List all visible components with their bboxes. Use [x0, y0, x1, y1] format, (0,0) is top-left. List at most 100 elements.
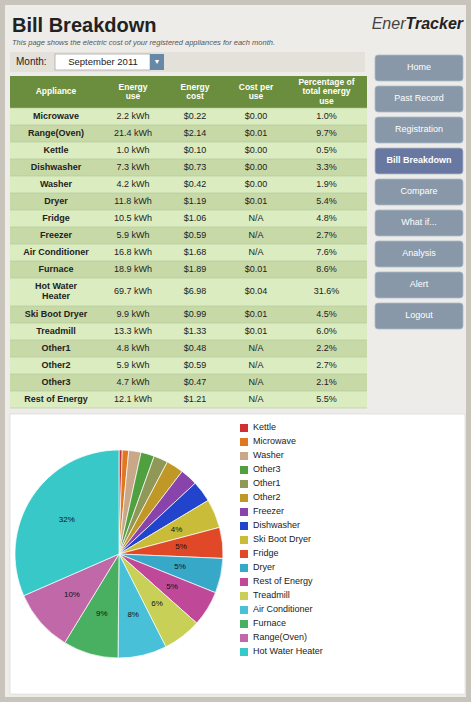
table-cell-line: 9.7% — [316, 128, 337, 138]
table-cell-line: 1.0 kWh — [116, 145, 149, 155]
month-button[interactable] — [150, 54, 164, 70]
legend-swatch — [240, 424, 248, 432]
table-row — [10, 306, 367, 323]
legend-entry: Ski Boot Dryer — [253, 534, 311, 544]
nav-button[interactable] — [375, 303, 463, 329]
table-divider — [10, 374, 367, 375]
legend-entry: Microwave — [253, 436, 296, 446]
table-cell-line: 5.9 kWh — [116, 360, 149, 370]
table-header-label-line: cost — [186, 91, 204, 101]
table-cell: $0.01 — [245, 128, 268, 138]
data-label: 5% — [166, 582, 178, 591]
legend-entry: Range(Oven) — [253, 632, 307, 642]
table-cell-line: Rest of Energy — [24, 394, 88, 404]
table-cell-line: 2.2 kWh — [116, 111, 149, 121]
table-cell: 4.5% — [316, 309, 337, 319]
table-cell-line: 7.6% — [316, 247, 337, 257]
table-row — [10, 244, 367, 261]
nav-button-label[interactable]: Past Record — [394, 93, 444, 103]
table-cell-line: $0.00 — [245, 179, 268, 189]
table-cell: N/A — [248, 213, 263, 223]
table-cell-line: 21.4 kWh — [114, 128, 152, 138]
table-cell-line: $0.04 — [245, 286, 268, 296]
table-divider — [10, 391, 367, 392]
table-cell-line: 31.6% — [314, 286, 340, 296]
page-canvas: Bill BreakdownTrackerEnerThis page shows… — [0, 0, 471, 702]
month-button-icon[interactable]: ▼ — [154, 58, 161, 65]
nav-button-label[interactable]: Home — [407, 62, 431, 72]
title: Bill Breakdown — [12, 14, 156, 36]
table-cell-line: Fridge — [42, 213, 70, 223]
legend-swatch — [240, 592, 248, 600]
table-cell-line: Hot Water — [35, 281, 78, 291]
table-cell-line: 69.7 kWh — [114, 286, 152, 296]
table-cell: Hot WaterHeater — [35, 281, 78, 301]
table-cell-line: 9.9 kWh — [116, 309, 149, 319]
nav-button[interactable] — [375, 179, 463, 205]
table-cell: 9.9 kWh — [116, 309, 149, 319]
nav-button[interactable] — [375, 148, 463, 174]
table-cell: $0.99 — [184, 309, 207, 319]
table-cell-line: Freezer — [40, 230, 73, 240]
table-cell-line: 3.3% — [316, 162, 337, 172]
legend-swatch — [240, 564, 248, 572]
nav-button-label[interactable]: Compare — [400, 186, 437, 196]
table-divider — [10, 176, 367, 177]
table-divider — [10, 108, 367, 109]
table-cell-line: $6.98 — [184, 286, 207, 296]
nav-button[interactable] — [375, 210, 463, 236]
nav-button-label[interactable]: Alert — [410, 279, 429, 289]
legend-entry: Dishwasher — [253, 520, 300, 530]
table-cell: 6.0% — [316, 326, 337, 336]
nav-button[interactable] — [375, 272, 463, 298]
table-cell: 2.7% — [316, 230, 337, 240]
table-cell: 11.8 kWh — [114, 196, 151, 206]
table-cell-line: 4.7 kWh — [116, 377, 149, 387]
table-cell: $1.21 — [184, 394, 207, 404]
table-cell: Range(Oven) — [28, 128, 84, 138]
nav-button-label[interactable]: Registration — [395, 124, 443, 134]
table-cell: 7.3 kWh — [116, 162, 149, 172]
table-cell: 31.6% — [314, 286, 340, 296]
table-header-label-line: Energy — [181, 82, 210, 92]
nav-button-label[interactable]: Bill Breakdown — [386, 155, 451, 165]
table-cell: Other3 — [41, 377, 70, 387]
table-row — [10, 357, 367, 374]
table-cell: N/A — [248, 377, 263, 387]
table-header-label-line: total energy — [302, 86, 350, 96]
table-cell-line: N/A — [248, 360, 263, 370]
table-divider — [10, 323, 367, 324]
legend-entry: Furnace — [253, 618, 286, 628]
table-cell-line: $1.68 — [184, 247, 207, 257]
nav-button[interactable] — [375, 117, 463, 143]
table-cell: 4.8% — [316, 213, 337, 223]
table-divider — [10, 340, 367, 341]
table-cell-line: $0.01 — [245, 309, 268, 319]
table-cell: 2.7% — [316, 360, 337, 370]
table-cell-line: Furnace — [38, 264, 73, 274]
data-label: 10% — [64, 590, 80, 599]
table-cell-line: 2.1% — [316, 377, 337, 387]
data-label: 6% — [151, 599, 163, 608]
nav-button-label[interactable]: What if... — [401, 217, 437, 227]
nav-button-label[interactable]: Logout — [405, 310, 433, 320]
nav-button[interactable] — [375, 86, 463, 112]
table-cell: 7.6% — [316, 247, 337, 257]
table-cell-line: Other3 — [41, 377, 70, 387]
month-value[interactable]: September 2011 — [68, 56, 138, 67]
table-header-label-line: Percentage of — [298, 77, 354, 87]
nav-button[interactable] — [375, 55, 463, 81]
table-cell: 18.9 kWh — [114, 264, 152, 274]
table-cell: $0.01 — [245, 196, 268, 206]
table-cell-line: 18.9 kWh — [114, 264, 152, 274]
table-cell: $6.98 — [184, 286, 207, 296]
table-cell: Ski Boot Dryer — [25, 309, 88, 319]
nav-button-label[interactable]: Analysis — [402, 248, 436, 258]
nav-button[interactable] — [375, 241, 463, 267]
legend-entry: Dryer — [253, 562, 275, 572]
data-label: 5% — [174, 562, 186, 571]
table-divider — [10, 244, 367, 245]
month-box[interactable] — [55, 54, 150, 70]
table-cell-line: 16.8 kWh — [114, 247, 152, 257]
table-divider — [10, 306, 367, 307]
